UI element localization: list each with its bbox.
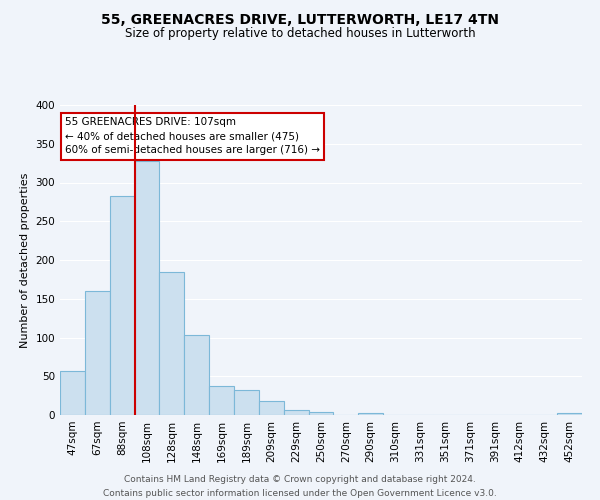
Text: Size of property relative to detached houses in Lutterworth: Size of property relative to detached ho…	[125, 28, 475, 40]
Bar	[85, 291, 110, 415]
Bar	[358, 412, 383, 415]
Bar	[209, 386, 234, 415]
Bar	[557, 412, 582, 415]
Y-axis label: Number of detached properties: Number of detached properties	[20, 172, 30, 348]
Text: 55, GREENACRES DRIVE, LUTTERWORTH, LE17 4TN: 55, GREENACRES DRIVE, LUTTERWORTH, LE17 …	[101, 12, 499, 26]
Bar	[234, 390, 259, 415]
Bar	[259, 401, 284, 415]
Bar	[110, 196, 134, 415]
Bar	[284, 410, 308, 415]
Bar	[134, 161, 160, 415]
Bar	[160, 272, 184, 415]
Text: 55 GREENACRES DRIVE: 107sqm
← 40% of detached houses are smaller (475)
60% of se: 55 GREENACRES DRIVE: 107sqm ← 40% of det…	[65, 118, 320, 156]
Bar	[308, 412, 334, 415]
Bar	[60, 371, 85, 415]
Text: Contains HM Land Registry data © Crown copyright and database right 2024.
Contai: Contains HM Land Registry data © Crown c…	[103, 476, 497, 498]
Bar	[184, 335, 209, 415]
